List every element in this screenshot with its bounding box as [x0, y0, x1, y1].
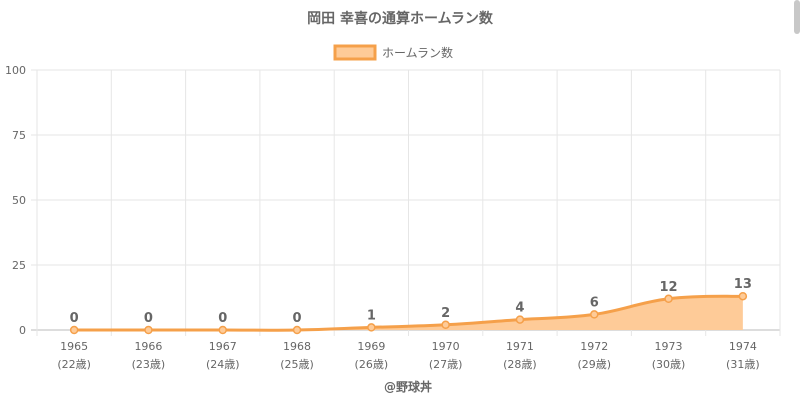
y-tick-label: 50	[12, 194, 26, 207]
y-tick-label: 25	[12, 259, 26, 272]
data-point	[515, 315, 525, 324]
data-point	[738, 291, 748, 301]
x-tick-label: 1972	[580, 340, 608, 353]
legend-swatch	[333, 44, 377, 61]
data-label: 0	[144, 311, 153, 326]
chart-title: 岡田 幸喜の通算ホームラン数	[307, 10, 494, 27]
x-tick-sublabel: (28歳)	[503, 358, 537, 371]
chart-credit: @野球丼	[384, 379, 432, 394]
x-tick-label: 1967	[209, 340, 237, 353]
scrollbar-thumb[interactable]	[794, 0, 800, 34]
x-tick-sublabel: (22歳)	[57, 358, 91, 371]
x-tick-label: 1968	[283, 340, 311, 353]
data-point	[441, 320, 450, 330]
y-tick-label: 100	[5, 64, 26, 77]
x-tick-label: 1971	[506, 340, 534, 353]
grid	[31, 69, 781, 336]
legend-label: ホームラン数	[382, 45, 453, 60]
x-tick-label: 1973	[655, 340, 683, 353]
data-point	[367, 323, 376, 332]
data-label: 0	[70, 311, 79, 326]
data-label: 0	[218, 311, 227, 326]
data-point	[664, 294, 673, 304]
data-label: 12	[660, 280, 678, 295]
data-point	[292, 325, 302, 335]
data-label: 4	[515, 301, 524, 316]
data-label: 1	[367, 308, 376, 323]
data-labels: 0 0 0 0 1 2 4 612 13	[70, 277, 752, 326]
x-tick-sublabel: (26歳)	[355, 358, 389, 371]
y-axis-ticks: 0 25 50 75 100	[5, 64, 26, 337]
x-tick-label: 1966	[134, 340, 162, 353]
x-tick-sublabel: (27歳)	[429, 358, 463, 371]
y-tick-label: 75	[12, 129, 26, 142]
data-label: 13	[734, 277, 752, 292]
x-tick-sublabel: (24歳)	[206, 358, 240, 371]
series-homeruns	[69, 291, 748, 335]
x-tick-sublabel: (30歳)	[652, 358, 686, 371]
x-tick-sublabel: (31歳)	[726, 358, 760, 371]
x-tick-label: 1969	[357, 340, 385, 353]
y-tick-label: 0	[19, 324, 26, 337]
x-tick-sublabel: (23歳)	[132, 358, 166, 371]
series-area	[74, 296, 743, 331]
data-point	[69, 325, 79, 335]
data-label: 6	[590, 295, 599, 310]
data-label: 2	[441, 306, 450, 321]
series-line	[74, 294, 743, 332]
x-tick-label: 1965	[60, 340, 88, 353]
x-tick-label: 1974	[729, 340, 757, 353]
data-label: 0	[293, 311, 302, 326]
x-tick-label: 1970	[432, 340, 460, 353]
x-tick-sublabel: (29歳)	[577, 358, 611, 371]
legend[interactable]: ホームラン数	[333, 44, 453, 61]
x-tick-sublabel: (25歳)	[280, 358, 314, 371]
data-point	[218, 325, 227, 335]
data-point	[590, 310, 599, 319]
data-point	[144, 325, 153, 335]
x-axis-ticks: 1965 (22歳) 1966 (23歳) 1967 (24歳) 1968 (25歳) 1969…	[57, 340, 759, 371]
